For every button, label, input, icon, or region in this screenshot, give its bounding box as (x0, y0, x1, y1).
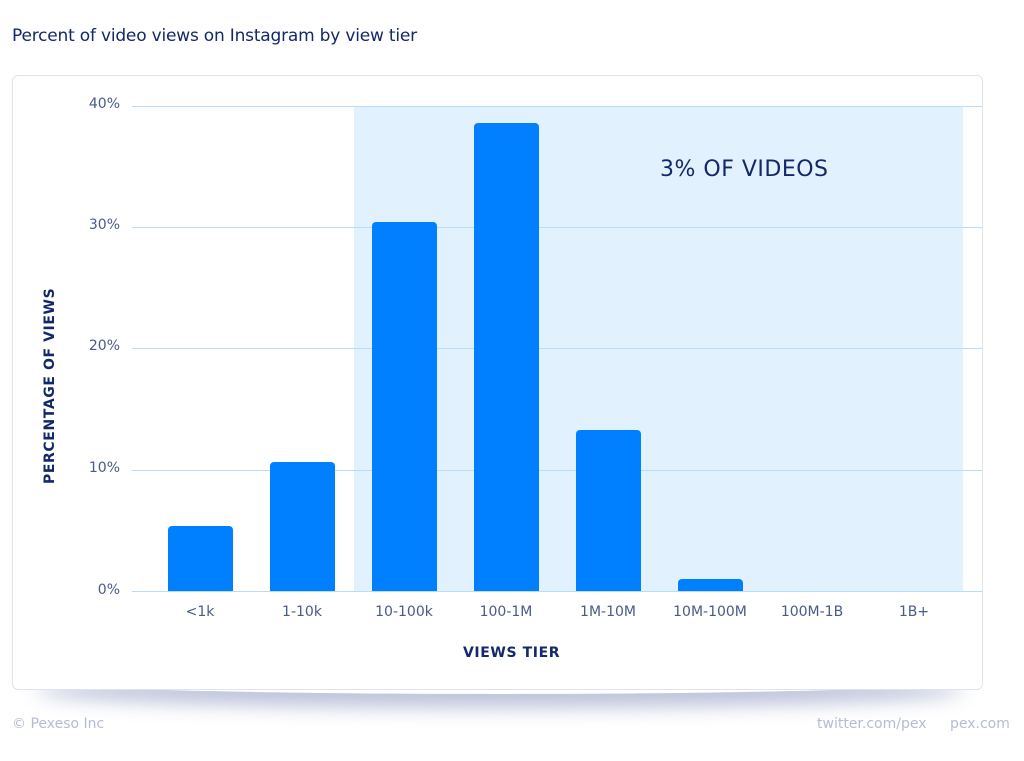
xtick-100-1M: 100-1M (479, 604, 533, 620)
footer-site-link[interactable]: pex.com (950, 716, 1010, 732)
xtick-1-10k: 1-10k (282, 604, 322, 620)
gridline-0 (132, 591, 982, 592)
xtick-100M-1B: 100M-1B (780, 604, 844, 620)
footer-twitter-link[interactable]: twitter.com/pex (817, 716, 927, 732)
xtick-10-100k: 10-100k (375, 604, 433, 620)
bar-1m-10m (576, 430, 641, 591)
gridline-20 (132, 348, 982, 349)
ytick-40: 40% (88, 96, 120, 112)
bar-10-100k (372, 222, 437, 591)
ytick-30: 30% (88, 217, 120, 233)
xtick-1B-plus: 1B+ (898, 604, 930, 620)
bar-100-1m (474, 123, 539, 591)
ytick-0: 0% (97, 582, 120, 598)
gridline-30 (132, 227, 982, 228)
chart-title: Percent of video views on Instagram by v… (12, 26, 417, 46)
ytick-10: 10% (88, 460, 120, 476)
xtick-10M-100M: 10M-100M (673, 604, 747, 620)
ytick-20: 20% (88, 338, 120, 354)
x-axis-label: VIEWS TIER (463, 645, 561, 661)
bar-1-10k (270, 462, 335, 591)
bar-10m-100m (678, 579, 743, 591)
xtick-1M-10M: 1M-10M (580, 604, 636, 620)
gridline-40 (132, 106, 982, 107)
bar--1k (168, 526, 233, 591)
gridline-10 (132, 470, 982, 471)
annotation-label: 3% OF VIDEOS (660, 157, 829, 182)
y-axis-label: PERCENTAGE OF VIEWS (42, 287, 58, 484)
footer-copyright: © Pexeso Inc (12, 716, 105, 732)
xtick-lt1k: <1k (185, 604, 215, 620)
